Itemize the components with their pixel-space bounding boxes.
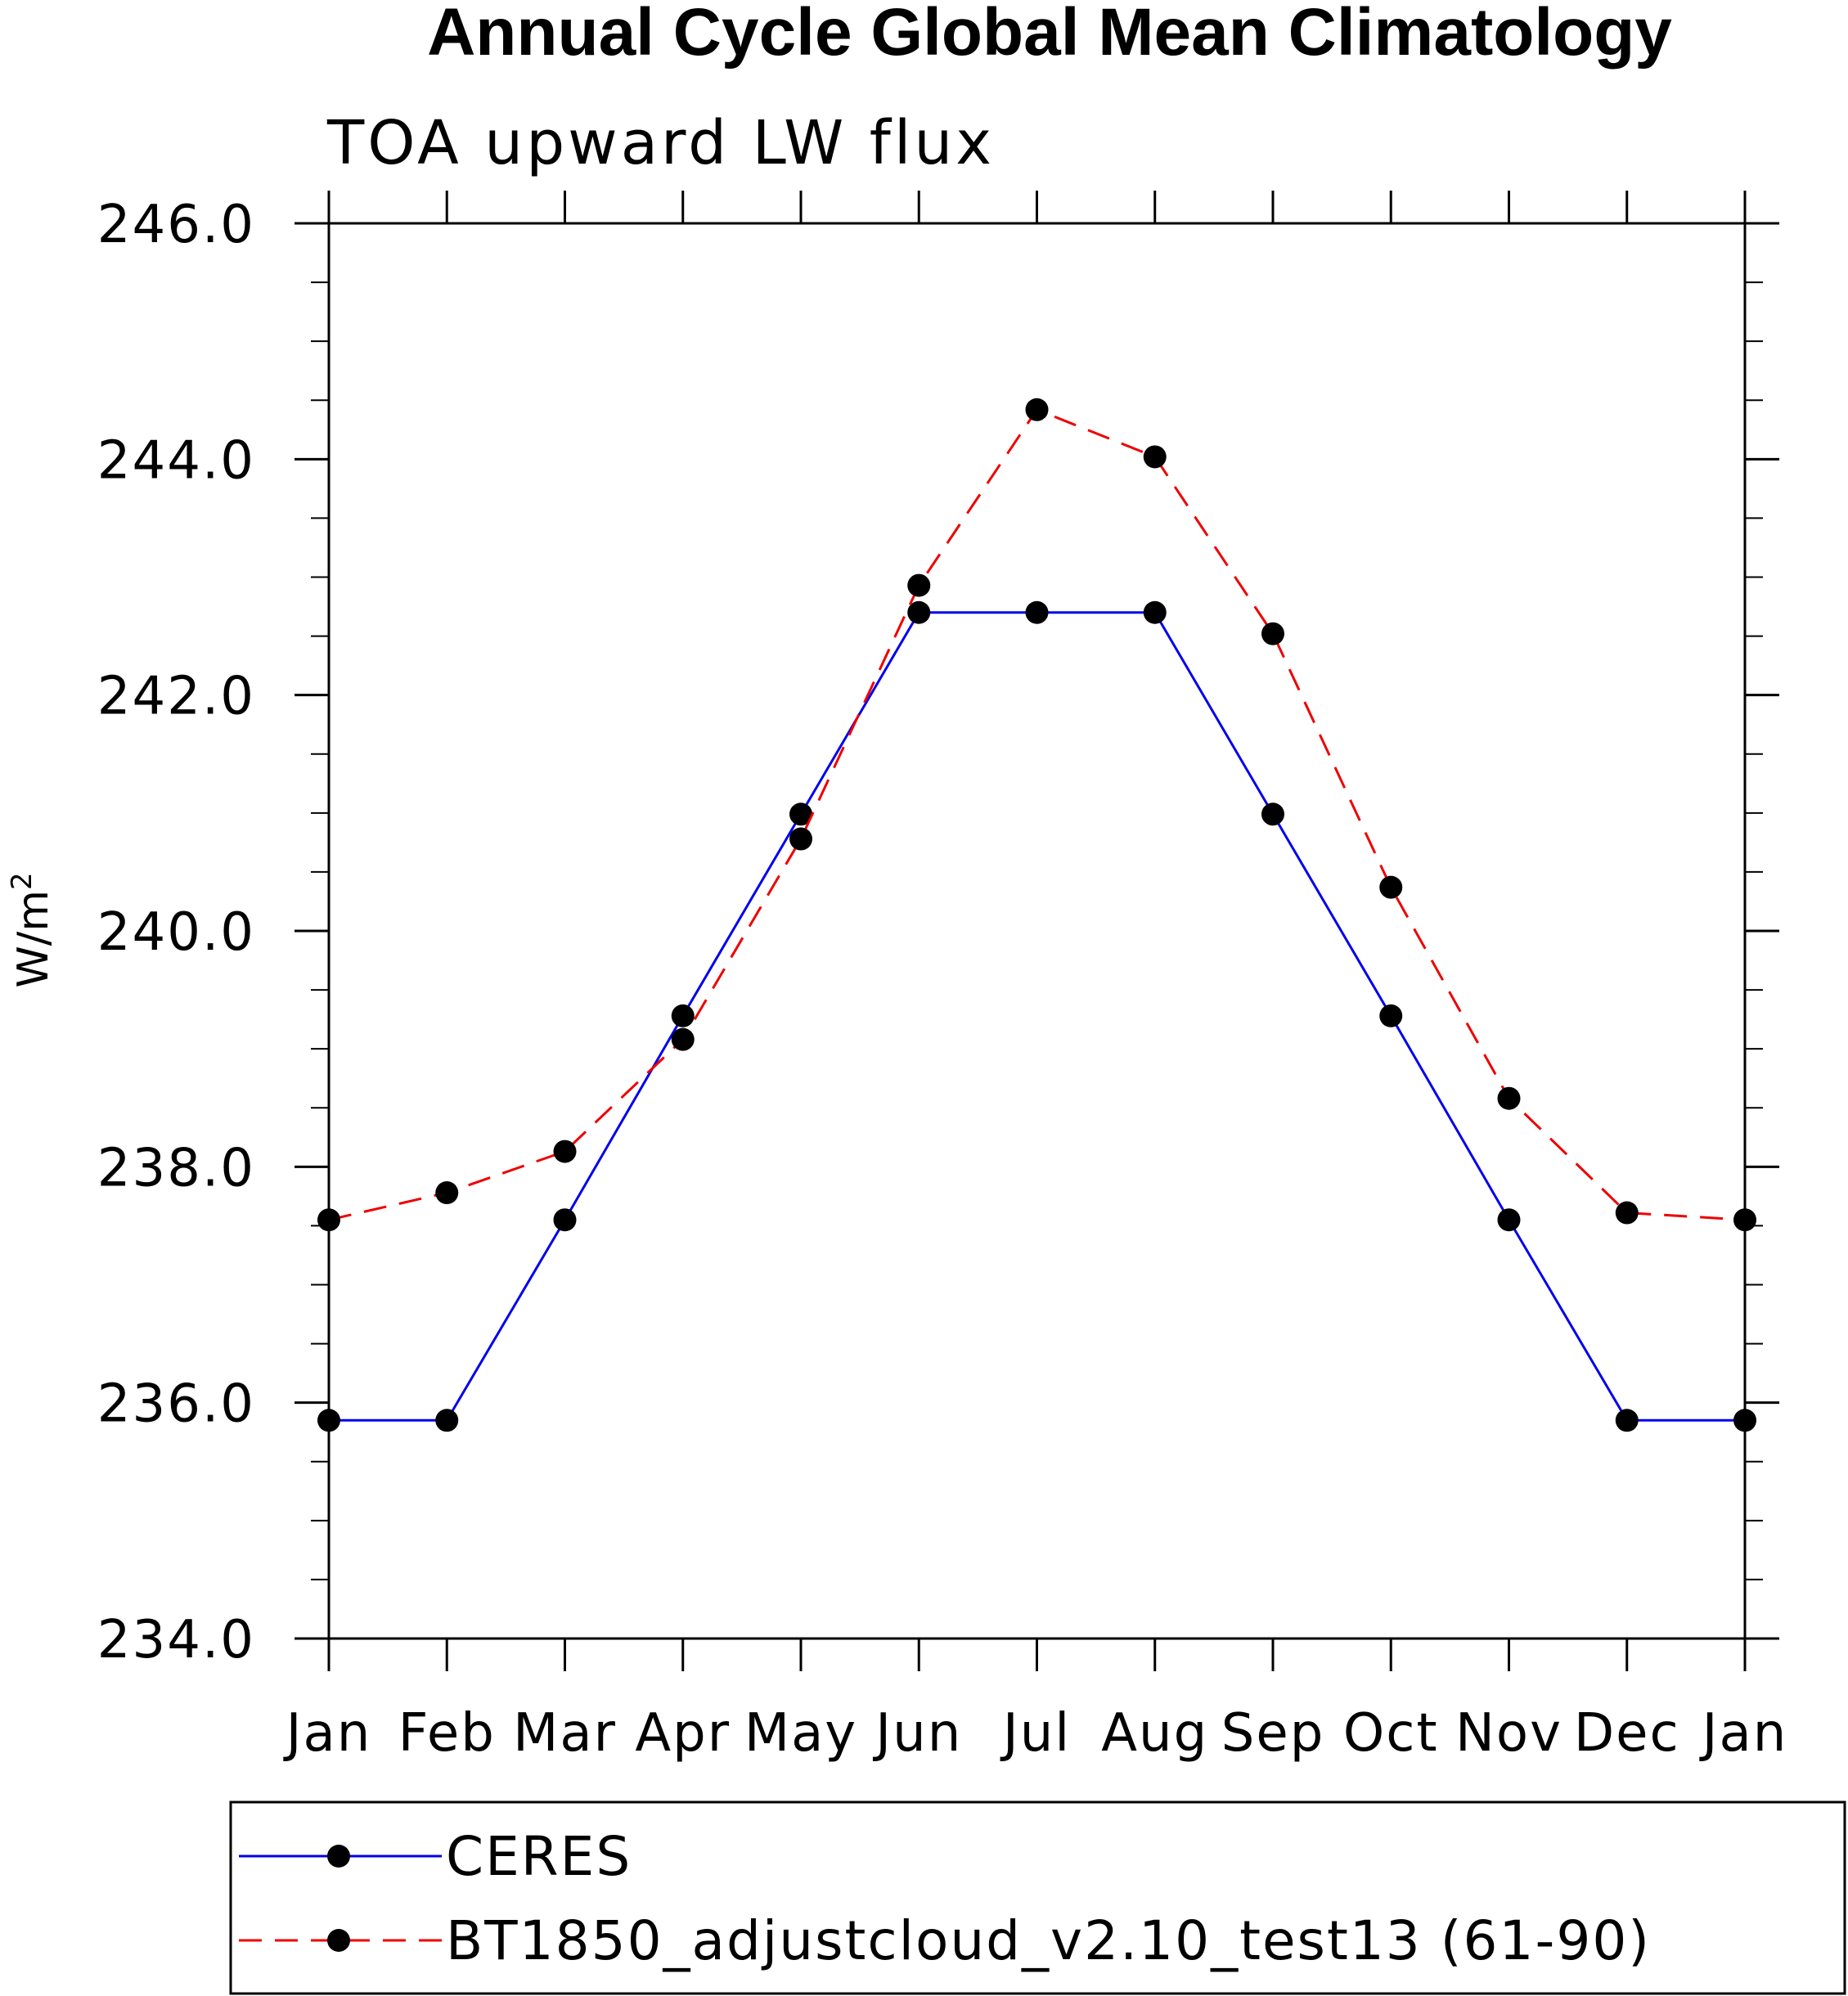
y-tick-label: 244.0 bbox=[97, 430, 255, 491]
tick-marks bbox=[295, 191, 1779, 1671]
series-1-point bbox=[789, 827, 812, 851]
series-0-point bbox=[1379, 1004, 1403, 1027]
plot-frame bbox=[327, 222, 1747, 1640]
x-tick-label: Jun bbox=[872, 1703, 962, 1764]
series-0-point bbox=[1143, 600, 1167, 624]
y-tick-label: 236.0 bbox=[97, 1374, 255, 1435]
x-tick-label: Jul bbox=[1000, 1703, 1071, 1764]
series-1-point bbox=[1261, 622, 1284, 645]
series-1-point bbox=[317, 1208, 340, 1232]
x-tick-label: Jan bbox=[1699, 1703, 1788, 1764]
series-1-point bbox=[553, 1140, 577, 1163]
legend-marker-bt1850 bbox=[327, 1929, 350, 1952]
x-tick-labels: Jan Feb Mar Apr May Jun Jul Aug Sep Oct Nov Dec Jan bbox=[283, 1703, 1788, 1764]
y-tick-label: 246.0 bbox=[97, 195, 255, 255]
series-0-point bbox=[671, 1004, 695, 1027]
series-1-point bbox=[1025, 398, 1049, 421]
series-0-point bbox=[317, 1409, 340, 1432]
series-0-point bbox=[789, 802, 812, 826]
series-0-point bbox=[435, 1409, 459, 1432]
x-tick-label: Sep bbox=[1221, 1703, 1325, 1764]
series-line-1 bbox=[328, 407, 1746, 1221]
x-tick-label: Mar bbox=[513, 1703, 617, 1764]
legend-marker-ceres bbox=[327, 1845, 350, 1868]
legend-box bbox=[229, 1800, 1846, 1995]
y-tick-label: 240.0 bbox=[97, 902, 255, 963]
x-tick-label: May bbox=[744, 1703, 857, 1764]
series-1-point bbox=[435, 1181, 459, 1205]
x-tick-label: Jan bbox=[283, 1703, 372, 1764]
y-axis-label: W/m2 bbox=[6, 872, 58, 987]
series-0-point bbox=[1733, 1409, 1756, 1432]
x-tick-label: Aug bbox=[1101, 1703, 1208, 1764]
y-tick-label: 234.0 bbox=[97, 1610, 255, 1670]
series-1-point bbox=[1143, 445, 1167, 469]
chart-subtitle: TOA upward LW flux bbox=[326, 108, 995, 178]
series-layer bbox=[317, 398, 1756, 1432]
series-0-point bbox=[1261, 802, 1284, 826]
series-0-point bbox=[1615, 1409, 1639, 1432]
x-tick-label: Apr bbox=[635, 1703, 731, 1764]
x-tick-label: Nov bbox=[1455, 1703, 1562, 1764]
series-0-point bbox=[1497, 1208, 1521, 1232]
series-0-point bbox=[1025, 600, 1049, 624]
x-tick-label: Feb bbox=[398, 1703, 496, 1764]
series-1-point bbox=[671, 1027, 695, 1051]
legend-label-bt1850: BT1850_adjustcloud_v2.10_test13 (61-90) bbox=[446, 1909, 1651, 1972]
series-0-point bbox=[553, 1208, 577, 1232]
y-tick-label: 238.0 bbox=[97, 1138, 255, 1198]
series-1-point bbox=[1379, 875, 1403, 899]
series-1-point bbox=[1733, 1208, 1756, 1232]
x-tick-label: Dec bbox=[1574, 1703, 1680, 1764]
series-0-point bbox=[907, 600, 931, 624]
legend: CERES BT1850_adjustcloud_v2.10_test13 (6… bbox=[229, 1800, 1846, 1995]
series-line-0 bbox=[329, 611, 1745, 1422]
legend-label-ceres: CERES bbox=[446, 1825, 632, 1888]
chart-title: Annual Cycle Global Mean Climatology bbox=[427, 0, 1672, 70]
x-tick-label: Oct bbox=[1343, 1703, 1439, 1764]
y-tick-labels: 234.0 236.0 238.0 240.0 242.0 244.0 246.0 bbox=[97, 195, 255, 1670]
y-tick-label: 242.0 bbox=[97, 667, 255, 727]
series-1-point bbox=[1615, 1201, 1639, 1225]
axes bbox=[327, 222, 1747, 1640]
series-1-point bbox=[1497, 1086, 1521, 1110]
series-1-point bbox=[907, 573, 931, 597]
